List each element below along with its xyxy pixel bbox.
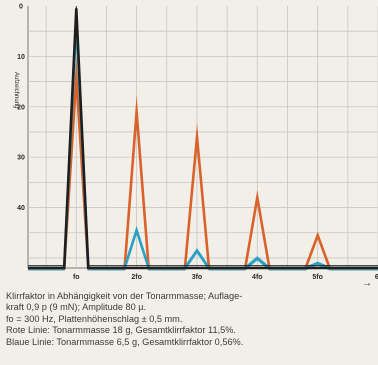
- caption: Klirrfaktor in Abhängigkeit von der Tona…: [6, 291, 372, 348]
- x-tick-labels: fo 2fo 3fo 4fo 5fo 6f: [73, 274, 378, 281]
- y-tick-label: 30: [17, 155, 25, 162]
- y-tick-label: 20: [17, 104, 25, 111]
- peak-point: [75, 7, 78, 10]
- caption-line-5: Blaue Linie: Tonarmmasse 6,5 g, Gesamtkl…: [6, 336, 244, 347]
- y-tick-label: 0: [19, 4, 23, 11]
- y-tick-labels: 0 10 20 30 40: [17, 4, 25, 213]
- caption-line-4: Rote Linie: Tonarmmasse 18 g, Gesamtklir…: [6, 325, 236, 336]
- x-tick-label: 5fo: [312, 274, 323, 281]
- x-tick-label: fo: [73, 274, 80, 281]
- peak-point: [75, 75, 78, 78]
- continue-arrow: →: [362, 278, 372, 289]
- series-layer: [28, 6, 378, 271]
- caption-line-1: Klirrfaktor in Abhängigkeit von der Tona…: [6, 291, 243, 301]
- peak-point: [135, 111, 138, 113]
- peak-point: [316, 262, 319, 264]
- grid: [27, 6, 378, 269]
- x-tick-label: 3fo: [192, 274, 203, 281]
- y-tick-label: 40: [17, 205, 25, 212]
- caption-line-3: fo = 300 Hz, Plattenhöhenschlag ± 0,5 mm…: [6, 313, 183, 324]
- x-tick-label: 4fo: [252, 274, 263, 281]
- series-2: [28, 6, 378, 270]
- caption-line-2: kraft 0,9 p (9 mN); Amplitude 80 µ.: [6, 302, 147, 313]
- x-tick-label: 6f: [375, 274, 378, 281]
- y-axis-label: Aufzeichnung: [13, 72, 19, 108]
- peak-point: [196, 136, 198, 138]
- peak-point: [135, 229, 138, 232]
- peak-point: [256, 257, 259, 259]
- peak-point: [316, 234, 319, 237]
- peak-point: [196, 249, 198, 252]
- series-line-outline: [28, 6, 378, 267]
- peak-point: [256, 196, 259, 199]
- y-tick-label: 10: [17, 54, 25, 61]
- harmonic-chart: 0 10 20 30 40 fo 2fo 3fo 4fo 5fo 6f Aufzeichnung: [13, 4, 378, 281]
- x-tick-label: 2fo: [131, 274, 142, 281]
